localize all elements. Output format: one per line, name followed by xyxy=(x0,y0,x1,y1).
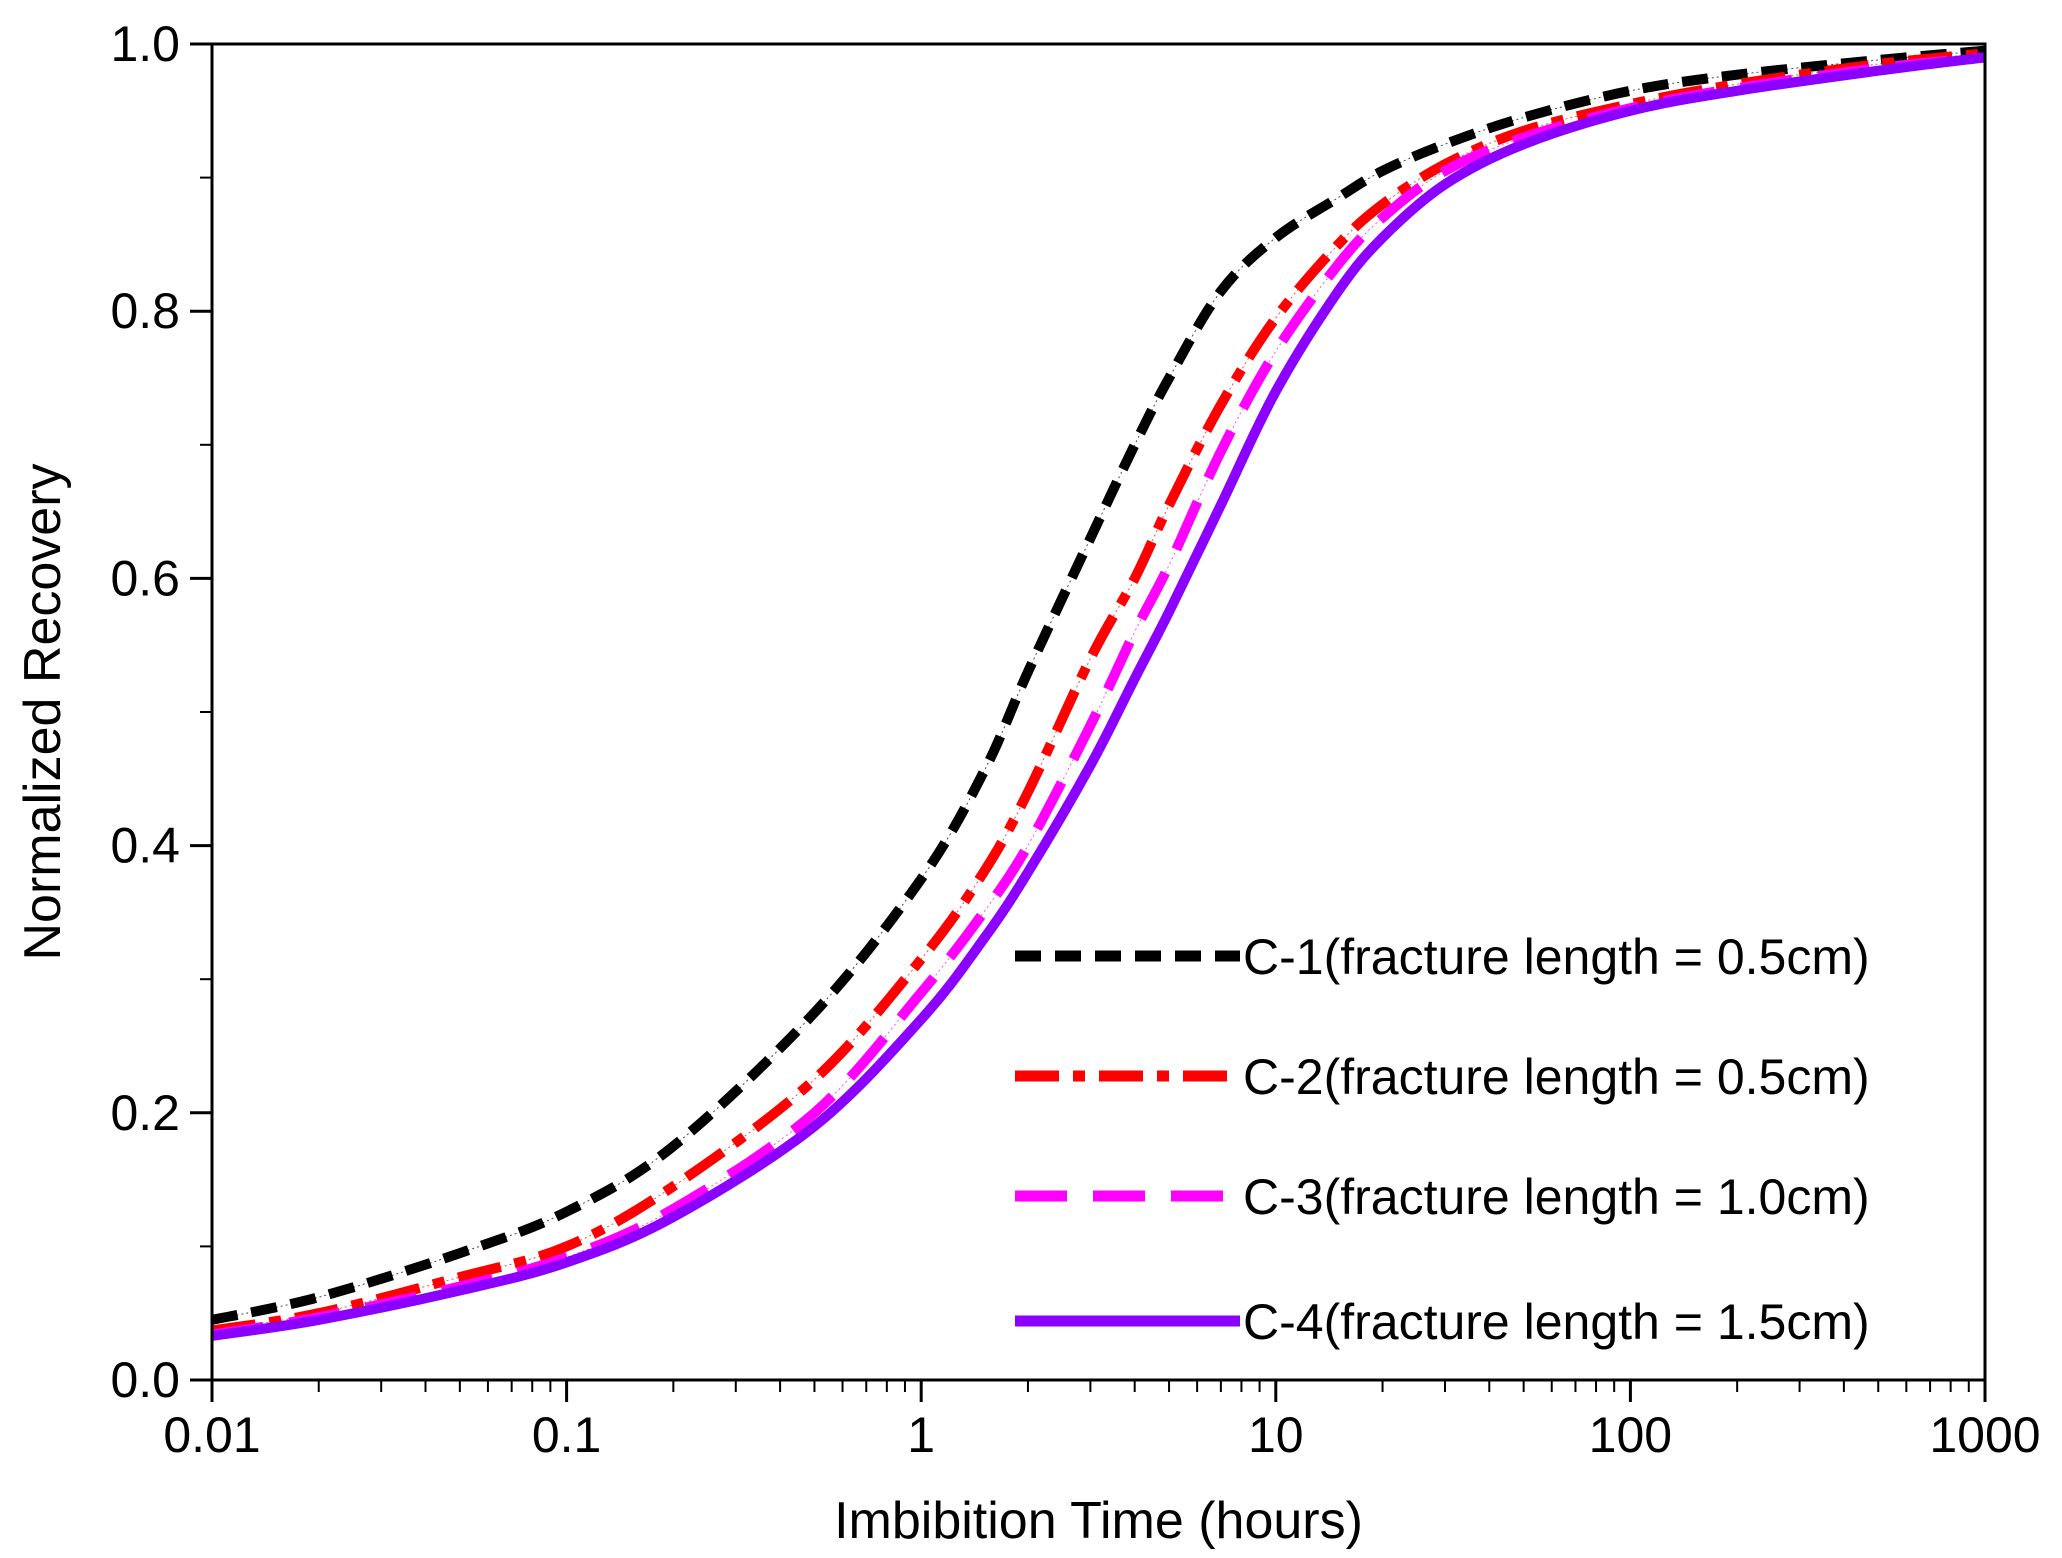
y-tick-label: 0.2 xyxy=(110,1085,180,1141)
series-line-c2 xyxy=(211,48,1986,1336)
x-tick-label: 1000 xyxy=(1929,1407,2040,1463)
y-tick-label: 0.4 xyxy=(110,818,180,874)
x-axis: 0.01 0.1 1 10 100 1000 xyxy=(163,1380,2041,1463)
y-tick-label: 0.0 xyxy=(110,1352,180,1408)
legend-label-c3: C-3(fracture length = 1.0cm) xyxy=(1243,1169,1870,1225)
legend-label-c2: C-2(fracture length = 0.5cm) xyxy=(1243,1049,1870,1105)
series-line-c4 xyxy=(211,52,1986,1341)
series-layer xyxy=(210,45,1986,1341)
legend-label-c1: C-1(fracture length = 0.5cm) xyxy=(1243,929,1870,985)
x-tick-label: 100 xyxy=(1589,1407,1672,1463)
y-tick-label: 0.8 xyxy=(110,283,180,339)
legend-label-c4: C-4(fracture length = 1.5cm) xyxy=(1243,1294,1870,1350)
x-axis-title: Imbibition Time (hours) xyxy=(834,1492,1363,1550)
y-tick-label: 0.6 xyxy=(110,550,180,606)
series-line-c1 xyxy=(210,45,1986,1325)
x-tick-label: 10 xyxy=(1248,1407,1304,1463)
y-axis: 0.0 0.2 0.4 0.6 0.8 1.0 xyxy=(110,16,212,1408)
y-axis-title: Normalized Recovery xyxy=(14,463,72,960)
y-tick-label: 1.0 xyxy=(110,16,180,72)
x-tick-label: 0.1 xyxy=(532,1407,602,1463)
x-tick-label: 0.01 xyxy=(163,1407,260,1463)
legend: C-1(fracture length = 0.5cm) C-2(fracture… xyxy=(1015,929,1870,1350)
series-line-c3 xyxy=(211,52,1986,1340)
x-tick-label: 1 xyxy=(907,1407,935,1463)
